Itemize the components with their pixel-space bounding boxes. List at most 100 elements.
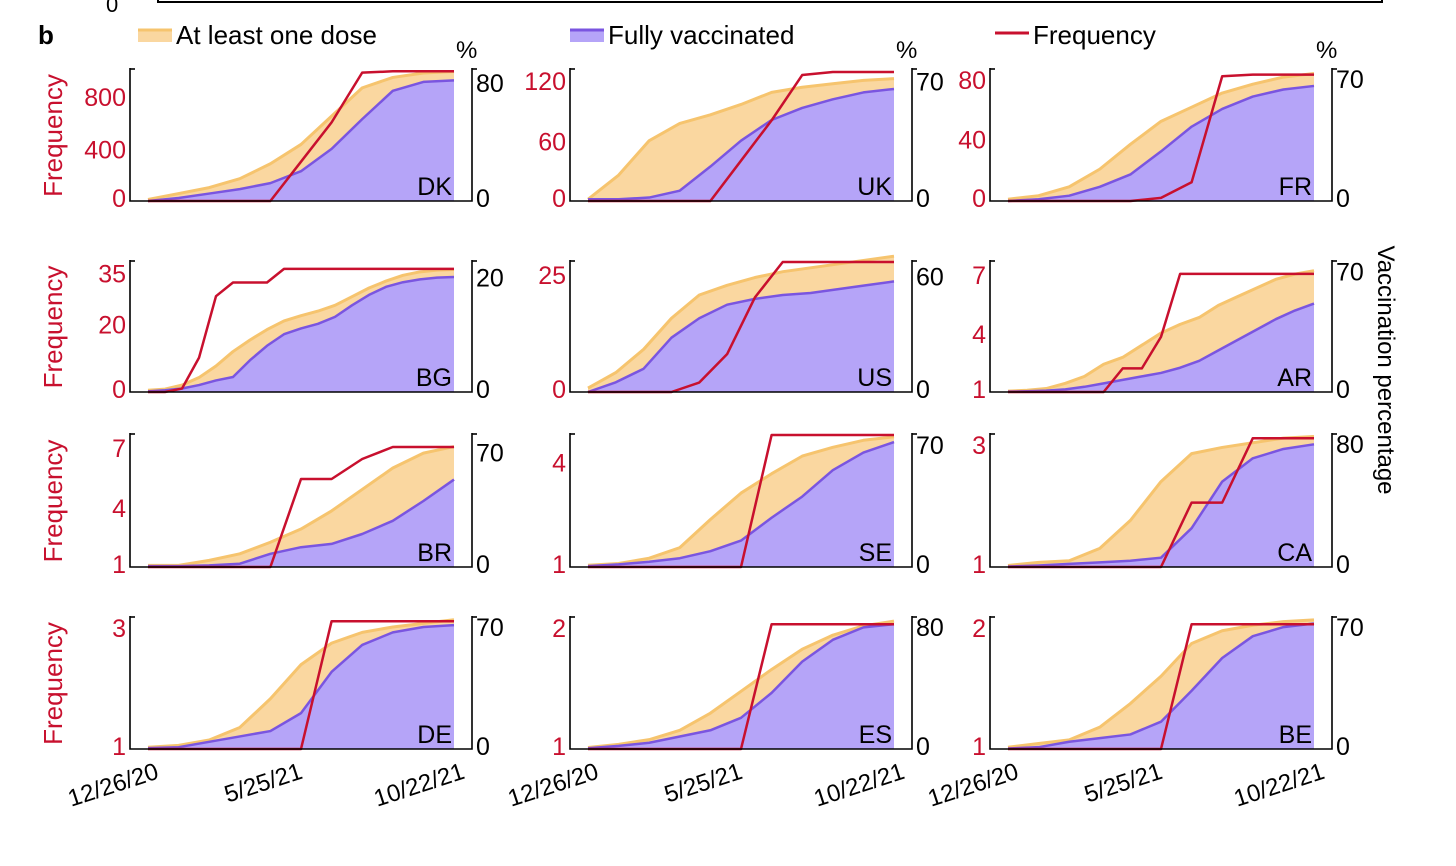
axes-frame [569,433,913,568]
fully-vaccinated-area [588,88,894,201]
frequency-tick-label: 25 [538,262,566,290]
axes-frame [129,616,473,750]
at-least-one-dose-line [587,619,895,749]
country-label: UK [857,173,892,201]
percent-unit-label: % [1316,37,1337,64]
percentage-tick-label: 0 [916,185,930,213]
fully-vaccinated-area [1008,623,1314,749]
at-least-one-dose-line [1007,72,1315,201]
frequency-tick-label: 0 [552,376,566,404]
fully-vaccinated-area [588,624,894,749]
percentage-tick-label: 70 [916,68,944,96]
legend: At least one dose Fully vaccinated Frequen… [138,20,1156,50]
x-tick-label: 12/26/20 [65,758,162,813]
frequency-tick-label: 3 [972,432,986,460]
legend-fully-vaccinated-label: Fully vaccinated [608,20,794,50]
right-axis-title: Vaccination percentage [1372,245,1399,494]
frequency-tick-label: 400 [84,137,126,165]
fully-vaccinated-line [587,440,895,568]
fully-vaccinated-line [1007,443,1315,568]
frequency-tick-label: 1 [552,733,566,761]
panel-se: 1 4 0 70 SE [552,432,944,579]
percentage-tick-label: 0 [916,551,930,579]
percentage-tick-label: 0 [1336,733,1350,761]
at-least-one-dose-line [1007,435,1315,567]
frequency-tick-label: 120 [524,68,566,96]
fully-vaccinated-line [1007,84,1315,203]
percentage-tick-label: 0 [476,733,490,761]
percentage-tick-label: 80 [476,70,504,98]
frequency-tick-label: 0 [972,185,986,213]
at-least-one-dose-line [147,69,455,201]
frequency-tick-label: 0 [112,376,126,404]
country-label: SE [859,539,892,567]
x-tick-label: 5/25/21 [1081,758,1166,808]
legend-at-least-one-dose-swatch [138,30,172,42]
fully-vaccinated-area [148,625,454,749]
frequency-tick-label: 40 [958,127,986,155]
fully-vaccinated-line [148,478,455,568]
country-label: BE [1279,721,1312,749]
fully-vaccinated-area [148,479,454,567]
legend-frequency: Frequency [995,20,1156,50]
frequency-tick-label: 3 [112,615,126,643]
percentage-tick-label: 70 [476,614,504,642]
top-strip-zero-label: 0 [106,0,118,17]
axes-frame [989,68,1333,202]
fully-vaccinated-area [148,80,454,201]
fully-vaccinated-line [1007,302,1315,393]
frequency-tick-label: 80 [958,67,986,95]
panel-fr: 0 40 80 0 70% FR [958,37,1364,213]
frequency-tick-label: 60 [538,129,566,157]
frequency-line [148,267,454,394]
at-least-one-dose-line [147,268,455,392]
panel-be: 1 2 0 70 BE [972,614,1364,761]
percentage-tick-label: 70 [476,440,504,468]
at-least-one-dose-line [587,77,895,201]
axes-frame [989,260,1333,393]
x-tick-labels: 12/26/20 5/25/21 10/22/21 12/26/20 5/25/21 10… [65,758,1328,813]
legend-fully-vaccinated-swatch [570,30,604,42]
fully-vaccinated-area [588,281,894,392]
axes-frame [569,616,913,750]
percentage-tick-label: 70 [1336,66,1364,94]
frequency-tick-label: 1 [972,376,986,404]
percentage-tick-label: 60 [916,264,944,292]
fully-vaccinated-line [147,79,455,203]
fully-vaccinated-area [588,442,894,567]
frequency-tick-label: 35 [98,260,126,288]
legend-frequency-label: Frequency [1033,20,1156,50]
axes-frame [129,433,473,568]
frequency-tick-label: 800 [84,84,126,112]
panel-ca: 1 3 0 80 CA [972,431,1364,579]
legend-at-least-one-dose-label: At least one dose [176,20,377,50]
fully-vaccinated-area [1008,85,1314,201]
axes-frame [989,433,1333,568]
x-tick-label: 5/25/21 [221,758,306,808]
frequency-tick-label: 1 [972,733,986,761]
axes-frame [129,260,473,393]
panel-us: 0 25 0 60 US [538,254,944,404]
frequency-axis-title: Frequency [38,266,68,389]
x-tick-label: 10/22/21 [811,758,908,813]
fully-vaccinated-area [1008,303,1314,392]
percentage-tick-label: 70 [1336,614,1364,642]
country-label: CA [1277,539,1312,567]
legend-fully-vaccinated: Fully vaccinated [570,20,794,50]
percentage-tick-label: 0 [476,551,490,579]
percent-unit-label: % [456,37,477,64]
percent-unit-label: % [896,37,917,64]
fully-vaccinated-line [588,87,895,201]
x-tick-label: 10/22/21 [371,758,468,813]
frequency-tick-label: 4 [112,495,126,523]
axes-frame [569,68,913,202]
frequency-tick-label: 0 [112,185,126,213]
frequency-tick-label: 1 [552,551,566,579]
country-label: DK [417,173,452,201]
frequency-tick-label: 2 [552,615,566,643]
country-label: BG [416,364,452,392]
panel-uk: 0 60 120 0 70% UK [524,37,944,213]
panel-es: 1 2 0 80 ES [552,614,944,761]
